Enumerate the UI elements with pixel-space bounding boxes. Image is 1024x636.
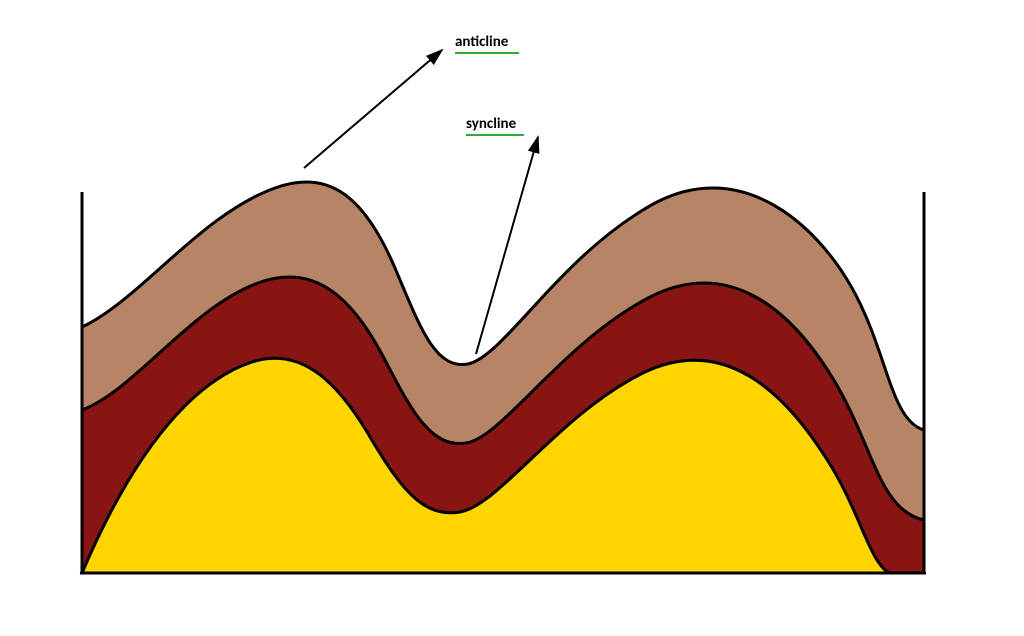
arrow-anticline [304, 50, 442, 168]
fold-layers [82, 182, 924, 573]
diagram-stage: anticline syncline [0, 0, 1024, 636]
diagram-svg [0, 0, 1024, 636]
